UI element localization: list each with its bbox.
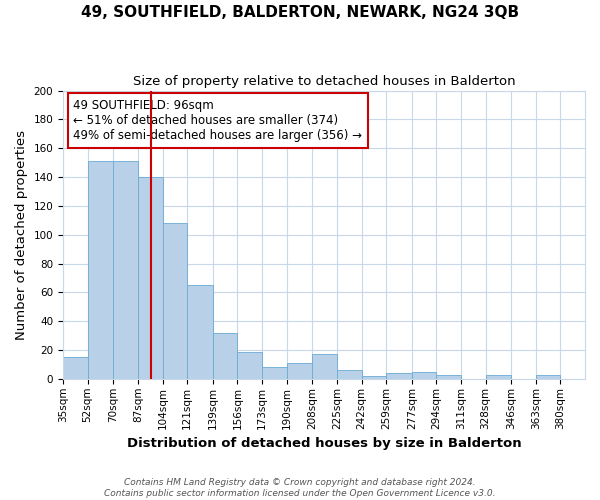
- Bar: [436, 374, 461, 379]
- Bar: [287, 363, 313, 379]
- Bar: [386, 373, 412, 379]
- Bar: [238, 352, 262, 379]
- Bar: [313, 354, 337, 379]
- Bar: [138, 177, 163, 379]
- Bar: [163, 223, 187, 379]
- Bar: [412, 372, 436, 379]
- Bar: [485, 374, 511, 379]
- Bar: [262, 368, 287, 379]
- Bar: [337, 370, 362, 379]
- Text: 49, SOUTHFIELD, BALDERTON, NEWARK, NG24 3QB: 49, SOUTHFIELD, BALDERTON, NEWARK, NG24 …: [81, 5, 519, 20]
- Bar: [536, 374, 560, 379]
- Title: Size of property relative to detached houses in Balderton: Size of property relative to detached ho…: [133, 75, 515, 88]
- Bar: [63, 358, 88, 379]
- Bar: [187, 285, 213, 379]
- Y-axis label: Number of detached properties: Number of detached properties: [15, 130, 28, 340]
- X-axis label: Distribution of detached houses by size in Balderton: Distribution of detached houses by size …: [127, 437, 521, 450]
- Bar: [213, 333, 238, 379]
- Bar: [362, 376, 386, 379]
- Text: Contains HM Land Registry data © Crown copyright and database right 2024.
Contai: Contains HM Land Registry data © Crown c…: [104, 478, 496, 498]
- Text: 49 SOUTHFIELD: 96sqm
← 51% of detached houses are smaller (374)
49% of semi-deta: 49 SOUTHFIELD: 96sqm ← 51% of detached h…: [73, 99, 362, 142]
- Bar: [113, 161, 138, 379]
- Bar: [88, 161, 113, 379]
